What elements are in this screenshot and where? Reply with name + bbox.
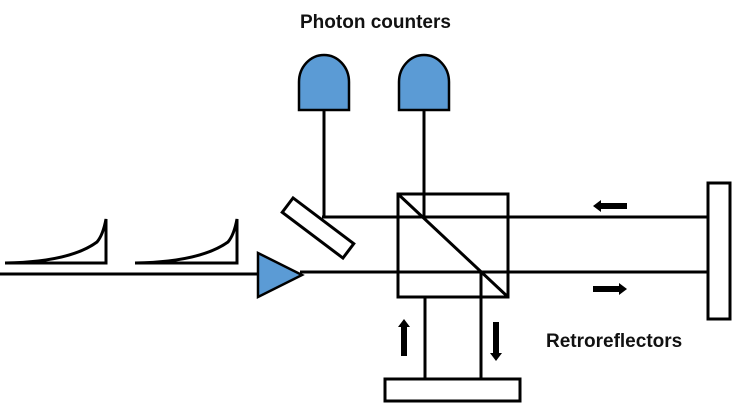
arrow-down-icon — [490, 322, 502, 361]
bottom-retroreflector — [383, 377, 522, 403]
arrow-up-icon — [398, 319, 410, 356]
tilted-mirror — [280, 195, 356, 261]
photon-counter-1 — [297, 53, 351, 112]
arrow-left-icon — [593, 200, 627, 212]
photon-counters-label: Photon counters — [300, 12, 451, 33]
right-retroreflector — [706, 181, 732, 321]
input-pulse-1 — [4, 218, 108, 265]
input-pulse-2 — [134, 218, 239, 265]
arrow-right-icon — [593, 283, 627, 295]
retroreflectors-label: Retroreflectors — [546, 331, 683, 352]
beam-splitter-diagonal — [396, 192, 510, 299]
photon-counter-2 — [397, 53, 451, 112]
amplifier-triangle — [256, 250, 305, 300]
beam-splitter-cube — [396, 192, 510, 299]
